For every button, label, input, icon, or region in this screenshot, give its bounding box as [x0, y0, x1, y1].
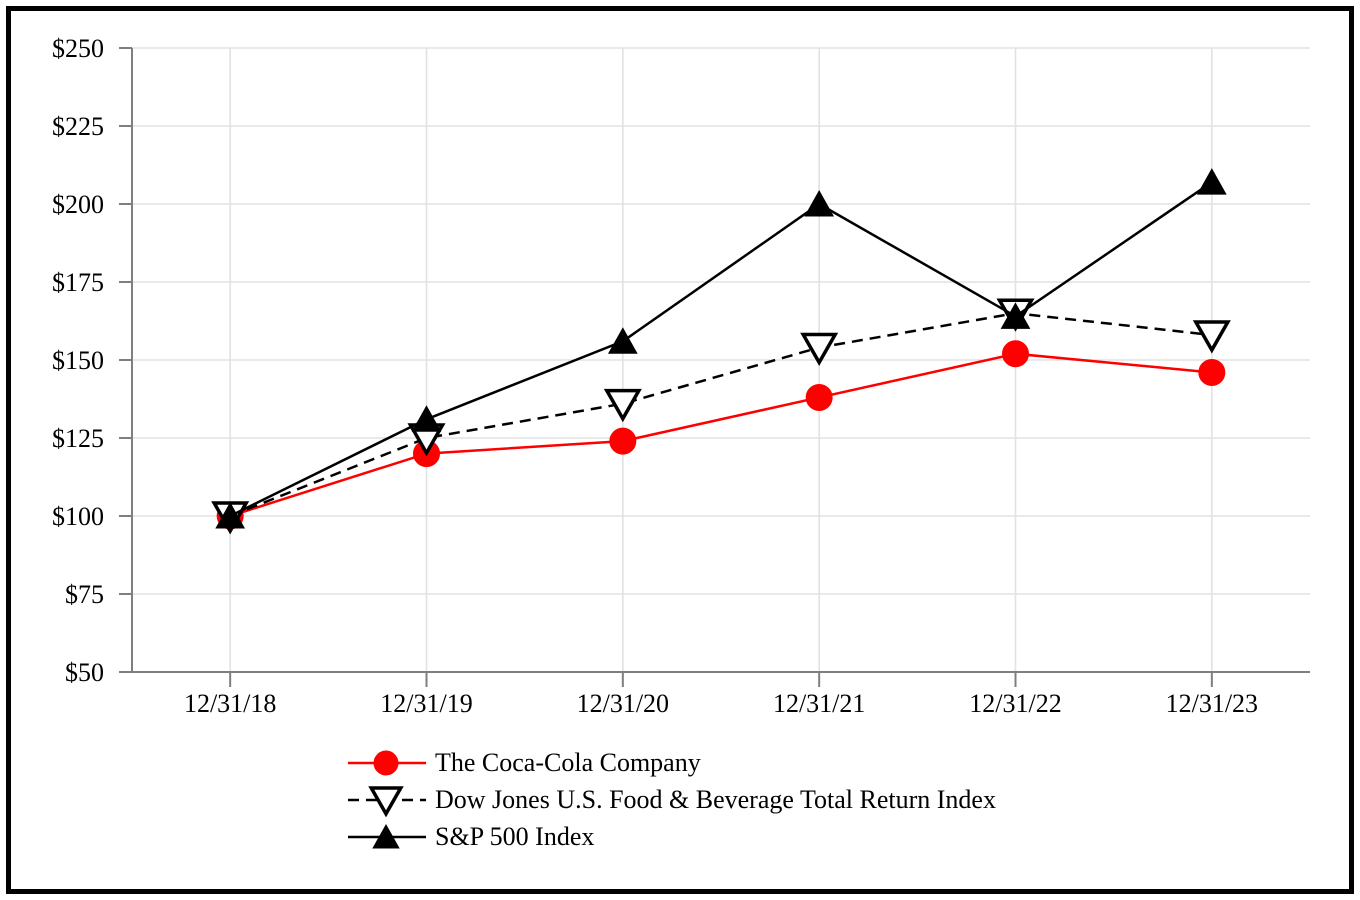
- x-tick-label: 12/31/18: [184, 689, 276, 718]
- y-tick-label: $150: [52, 346, 104, 375]
- legend-item-dow-jones-food-beverage: Dow Jones U.S. Food & Beverage Total Ret…: [346, 781, 996, 818]
- series-line: [229, 181, 1213, 518]
- marker-triangle-up: [607, 327, 638, 354]
- marker-triangle-down: [1192, 320, 1231, 354]
- marker-triangle-down: [800, 332, 839, 367]
- series-line: [229, 352, 1212, 518]
- chart-legend: The Coca-Cola Company Dow Jones U.S. Foo…: [346, 744, 996, 855]
- y-tick-label: $75: [65, 580, 104, 609]
- series-0: [216, 340, 1226, 530]
- series-1: [211, 298, 1231, 535]
- x-tick-label: 12/31/21: [773, 689, 865, 718]
- marker-triangle-up: [804, 189, 835, 217]
- marker-circle: [1198, 358, 1226, 386]
- marker-triangle-down: [603, 388, 642, 423]
- y-tick-label: $125: [52, 424, 104, 453]
- legend-swatch-circle-icon: [348, 750, 426, 775]
- marker-circle: [373, 750, 399, 775]
- series-2: [215, 168, 1227, 529]
- marker-triangle-up: [372, 823, 400, 849]
- legend-label-sp-500: S&P 500 Index: [435, 821, 595, 851]
- legend-label-dow-jones-food-beverage: Dow Jones U.S. Food & Beverage Total Ret…: [435, 784, 996, 814]
- y-tick-label: $175: [52, 268, 104, 297]
- marker-triangle-up: [411, 405, 442, 432]
- marker-triangle-down: [368, 785, 404, 817]
- y-tick-label: $50: [65, 658, 104, 687]
- marker-triangle-up: [215, 501, 246, 529]
- y-tick-label: $225: [52, 112, 104, 141]
- y-tick-label: $100: [52, 502, 104, 531]
- marker-circle: [1002, 340, 1029, 368]
- marker-circle: [609, 427, 637, 455]
- y-tick-label: $200: [52, 190, 104, 219]
- marker-circle: [805, 383, 833, 411]
- axes: $50 $75 $100 $125 $150 $175 $200 $225 $250 12/31/…: [52, 34, 1310, 718]
- legend-swatch-triangle-down-icon: [348, 785, 426, 817]
- legend-label-coca-cola: The Coca-Cola Company: [435, 747, 701, 777]
- y-tick-label: $250: [52, 34, 104, 63]
- x-tick-label: 12/31/22: [969, 689, 1061, 718]
- marker-triangle-up: [1196, 168, 1227, 195]
- x-tick-label: 12/31/23: [1166, 689, 1258, 718]
- series-line: [229, 311, 1212, 518]
- legend-item-sp-500: S&P 500 Index: [346, 818, 996, 855]
- x-tick-label: 12/31/20: [577, 689, 669, 718]
- gridlines: [132, 47, 1310, 672]
- marker-triangle-up: [1000, 302, 1031, 329]
- x-tick-label: 12/31/19: [380, 689, 472, 718]
- legend-item-coca-cola: The Coca-Cola Company: [346, 744, 996, 781]
- legend-swatch-triangle-up-icon: [348, 823, 426, 849]
